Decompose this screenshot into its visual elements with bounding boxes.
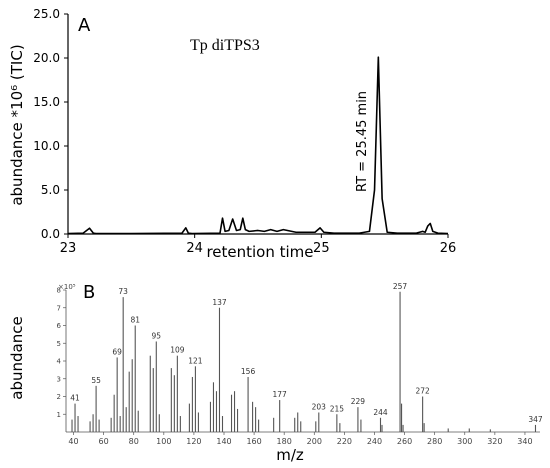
panel-a-series (67, 56, 449, 235)
panel-b-y-tick-label: 2 (57, 393, 61, 401)
panel-b-y-tick-label: 3 (57, 375, 61, 383)
panel-b-x-tick-label: 100 (156, 437, 171, 446)
panel-a-title: Tp diTPS3 (190, 37, 260, 54)
peak-label: 272 (415, 387, 430, 396)
panel-a-y-tick-label: 25.0 (33, 7, 60, 21)
panel-b-x-tick-label: 60 (99, 437, 109, 446)
peak-label: 55 (91, 376, 101, 385)
panel-b-y-tick-label: 1 (57, 411, 61, 419)
panel-b-x-tick-label: 320 (487, 437, 502, 446)
panel-a-y-axis-label: abundance *10⁶ (TIC) (8, 44, 26, 205)
panel-b-x-tick-label: 80 (129, 437, 139, 446)
peak-label: 109 (170, 346, 185, 355)
panel-a-x-tick-label: 26 (440, 241, 457, 256)
peak-label: 81 (130, 316, 140, 325)
panel-b-scale-label: ×10⁵ (58, 283, 76, 291)
peak-label: 156 (241, 367, 256, 376)
peak-label: 121 (188, 356, 203, 365)
panel-b-y-tick-label: 8 (57, 287, 61, 295)
peak-label: 73 (118, 287, 128, 296)
panel-b-x-tick-label: 300 (457, 437, 472, 446)
panel-a-y-tick-label: 20.0 (33, 51, 60, 65)
panel-a-ticks: 0.0 5.0 10.0 15.0 20.0 25.0 23 24 25 26 (33, 7, 456, 256)
panel-b-letter: B (83, 282, 95, 303)
panel-b-chart: B ×10⁵ abundance m/z 1 2 3 4 5 6 7 8 40 60 80 100 12… (8, 282, 543, 464)
peak-label: 203 (312, 402, 327, 411)
panel-b-x-tick-label: 220 (337, 437, 352, 446)
peak-label: 257 (393, 282, 408, 291)
panel-b-x-axis-label: m/z (276, 446, 304, 464)
panel-b-x-tick-label: 200 (307, 437, 322, 446)
panel-b-x-tick-label: 40 (68, 437, 78, 446)
peak-annotation: RT = 25.45 min (355, 91, 370, 192)
panel-b-x-tick-label: 260 (397, 437, 412, 446)
peak-label: 244 (373, 408, 388, 417)
panel-a-x-tick-label: 24 (186, 241, 203, 256)
panel-b-y-tick-label: 5 (57, 340, 61, 348)
panel-a-y-tick-label: 10.0 (33, 139, 60, 153)
panel-b-x-tick-label: 280 (427, 437, 442, 446)
panel-b-x-tick-label: 180 (277, 437, 292, 446)
peak-label: 215 (330, 404, 345, 413)
peak-label: 137 (212, 298, 227, 307)
chromatogram-line (67, 56, 449, 235)
panel-b-x-tick-label: 240 (367, 437, 382, 446)
peak-label: 347 (528, 415, 543, 424)
panel-a-x-axis-label: retention time (206, 243, 313, 261)
peak-label: 69 (112, 347, 122, 356)
panel-a-chart: A Tp diTPS3 abundance *10⁶ (TIC) retenti… (8, 7, 456, 261)
panel-b-y-tick-label: 6 (57, 322, 62, 330)
panel-b-y-axis-label: abundance (8, 316, 26, 399)
panel-b-x-tick-label: 160 (246, 437, 261, 446)
panel-b-ticks: 1 2 3 4 5 6 7 8 40 60 80 100 120 140 160 180 200 220 240 26… (57, 287, 533, 447)
panel-b-x-tick-label: 140 (216, 437, 231, 446)
peak-label: 95 (152, 331, 162, 340)
peak-label: 41 (70, 394, 80, 403)
panel-a-y-tick-label: 0.0 (41, 227, 60, 241)
panel-b-axes (65, 290, 540, 433)
panel-a-y-tick-label: 15.0 (33, 95, 60, 109)
panel-b-x-tick-label: 120 (186, 437, 201, 446)
panel-a-x-tick-label: 25 (313, 241, 330, 256)
panel-b-y-tick-label: 7 (57, 304, 61, 312)
panel-a-y-tick-label: 5.0 (41, 183, 60, 197)
peak-label: 229 (351, 397, 366, 406)
peak-label: 177 (273, 390, 288, 399)
panel-b-x-tick-label: 340 (517, 437, 532, 446)
panel-a-x-tick-label: 23 (60, 241, 77, 256)
panel-a-letter: A (78, 15, 91, 36)
panel-b-y-tick-label: 4 (57, 358, 62, 366)
